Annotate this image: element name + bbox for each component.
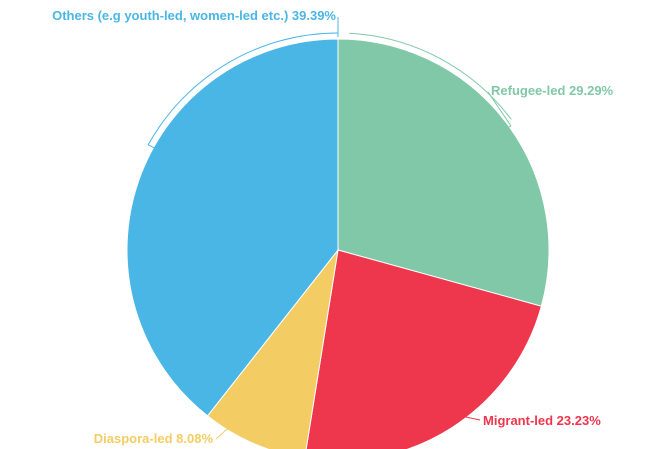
leader-line-migrant [460,415,481,421]
pie-slice-migrant[interactable] [305,249,542,449]
pie-slice-refugee[interactable] [337,38,550,307]
pie-slice-others[interactable] [126,38,339,417]
leader-tick-migrant [451,410,462,417]
slice-label-refugee: Refugee-led 29.29% [491,83,614,98]
label-bracket-refugee [349,32,512,120]
leader-line-diaspora [215,429,227,440]
leader-tick-refugee [499,125,512,132]
leader-tick-diaspora [225,425,239,431]
label-leader-lines [147,17,512,440]
label-bracket-others [147,32,339,149]
slice-label-diaspora: Diaspora-led 8.08% [94,431,214,446]
slice-label-others: Others (e.g youth-led, women-led etc.) 3… [52,8,336,23]
leader-line-refugee [487,91,512,127]
pie-slice-diaspora[interactable] [206,248,339,449]
slice-label-migrant: Migrant-led 23.23% [483,413,601,428]
slice-labels: Refugee-led 29.29% Migrant-led 23.23% Dias… [52,8,613,446]
pie-slices [126,38,550,449]
